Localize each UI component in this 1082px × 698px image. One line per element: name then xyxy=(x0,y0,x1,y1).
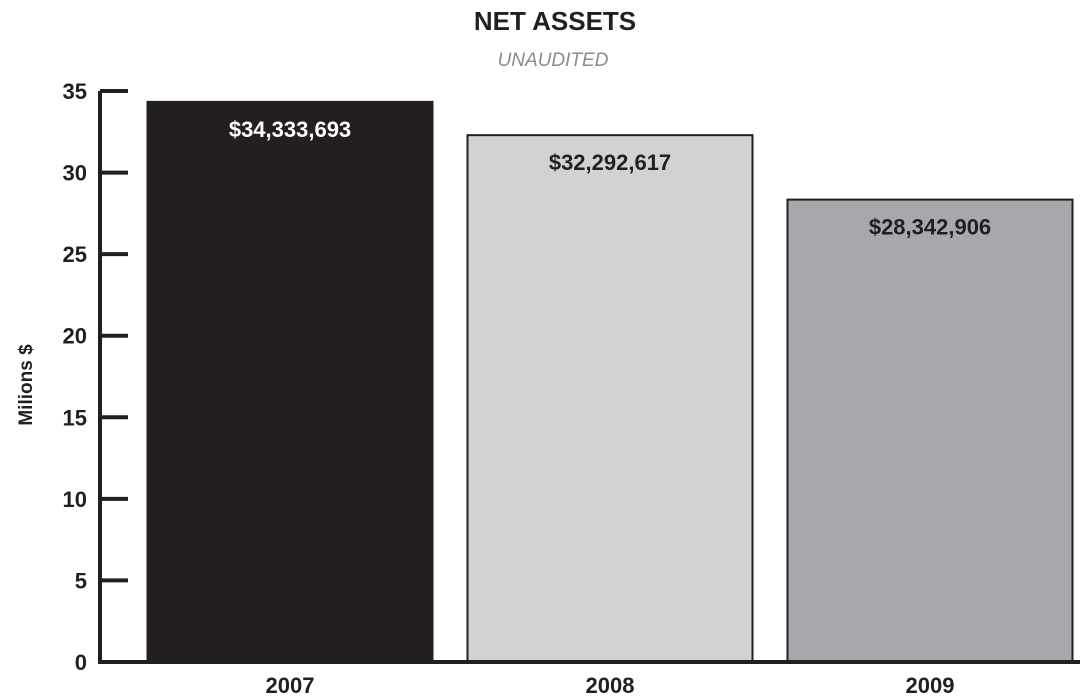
bars-layer xyxy=(146,100,1074,664)
y-tick-label-35: 35 xyxy=(63,79,87,104)
y-tick-label-10: 10 xyxy=(63,487,87,512)
bar-2007 xyxy=(146,100,434,664)
y-tick-label-15: 15 xyxy=(63,405,87,430)
y-tick-label-30: 30 xyxy=(63,161,87,186)
bar-2009 xyxy=(786,198,1074,663)
y-axis-label: Milions $ xyxy=(16,344,37,426)
y-tick-label-0: 0 xyxy=(75,650,87,675)
bar-value-label-2008: $32,292,617 xyxy=(549,150,671,175)
y-tick-label-5: 5 xyxy=(75,568,87,593)
bar-value-label-2009: $28,342,906 xyxy=(869,215,991,240)
bar-labels-layer: $34,333,693 $32,292,617 $28,342,906 xyxy=(229,117,991,240)
x-tick-label-2008: 2008 xyxy=(586,673,635,698)
x-tick-label-2009: 2009 xyxy=(906,673,955,698)
bar-2008 xyxy=(466,134,754,664)
x-tick-label-2007: 2007 xyxy=(266,673,315,698)
chart-title: NET ASSETS xyxy=(474,6,636,36)
x-ticks-layer: 2007 2008 2009 xyxy=(266,673,955,698)
chart-subtitle: UNAUDITED xyxy=(498,50,609,71)
y-tick-label-20: 20 xyxy=(63,324,87,349)
y-ticks-layer: 0 5 10 15 20 25 30 35 xyxy=(63,79,128,675)
axes-layer xyxy=(98,91,1080,664)
y-tick-label-25: 25 xyxy=(63,242,87,267)
bar-value-label-2007: $34,333,693 xyxy=(229,117,351,142)
